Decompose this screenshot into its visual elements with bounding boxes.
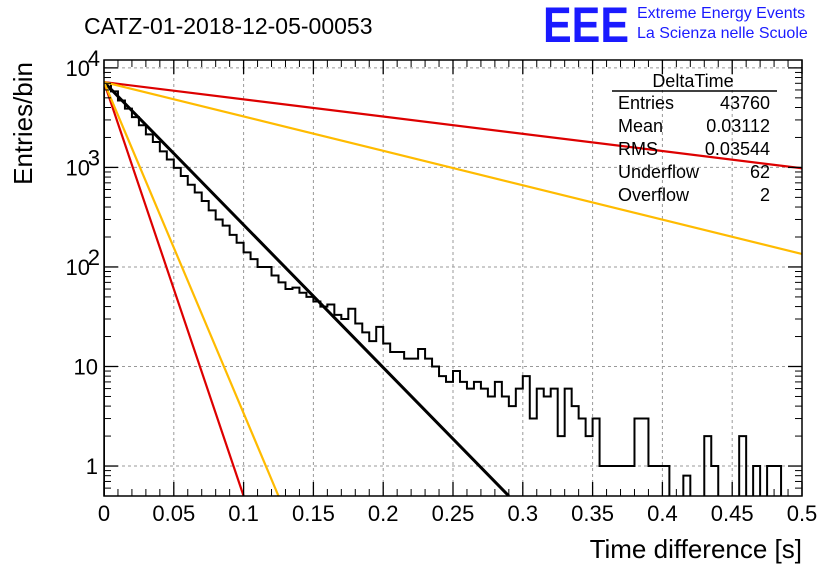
x-tick-label: 0 [98,501,110,526]
stats-row-label: RMS [618,139,658,159]
y-tick-label: 10 [66,255,90,280]
stats-row-label: Overflow [618,185,690,205]
x-tick-label: 0.25 [432,501,475,526]
stats-title: DeltaTime [652,71,733,91]
stats-row-value: 0.03112 [706,116,770,136]
x-axis-label: Time difference [s] [590,534,802,564]
y-tick-label: 1 [86,454,98,479]
axis-ticks [103,60,803,497]
fit-line [104,81,802,256]
x-tick-label: 0.4 [647,501,678,526]
x-tick-label: 0.1 [228,501,259,526]
x-axis: 0 0.05 0.1 0.15 0.2 0.25 0.3 0.35 0.4 0.45 0.5 [98,501,817,526]
x-tick-label: 0.05 [152,501,195,526]
y-tick-exponent: 2 [88,245,100,270]
fit-line [104,81,280,496]
fit-line [104,81,510,496]
x-tick-label: 0.45 [711,501,754,526]
histogram-series [104,82,783,496]
stats-row-value: 43760 [720,93,770,113]
fit-line [104,81,245,496]
x-tick-label: 0.3 [508,501,539,526]
fit-line [104,80,802,170]
y-axis-label: Entries/bin [8,62,38,185]
eee-logo: EEE Extreme Energy Events La Scienza nel… [543,0,808,53]
y-tick-exponent: 3 [88,145,100,170]
x-tick-label: 0.15 [292,501,335,526]
y-tick-label: 10 [66,56,90,81]
y-tick-exponent: 4 [88,46,100,71]
stats-row-value: 0.03544 [705,139,770,159]
stats-row-value: 62 [750,162,770,182]
stats-row-label: Underflow [618,162,700,182]
chart-title: CATZ-01-2018-12-05-00053 [84,13,373,39]
stats-box: DeltaTime Entries 43760 Mean 0.03112 RMS 0.03… [612,71,777,205]
stats-row-value: 2 [760,185,770,205]
grid [104,60,802,496]
x-tick-label: 0.5 [787,501,818,526]
y-tick-label: 10 [66,155,90,180]
y-tick-label: 10 [74,354,98,379]
eee-logo-line2: La Scienza nelle Scuole [637,25,808,42]
stats-row-label: Mean [618,116,663,136]
eee-logo-mark: EEE [543,0,629,53]
stats-row-label: Entries [618,93,674,113]
eee-logo-line1: Extreme Energy Events [637,5,805,22]
plot-area [104,80,802,496]
x-tick-label: 0.35 [571,501,614,526]
x-tick-label: 0.2 [368,501,399,526]
